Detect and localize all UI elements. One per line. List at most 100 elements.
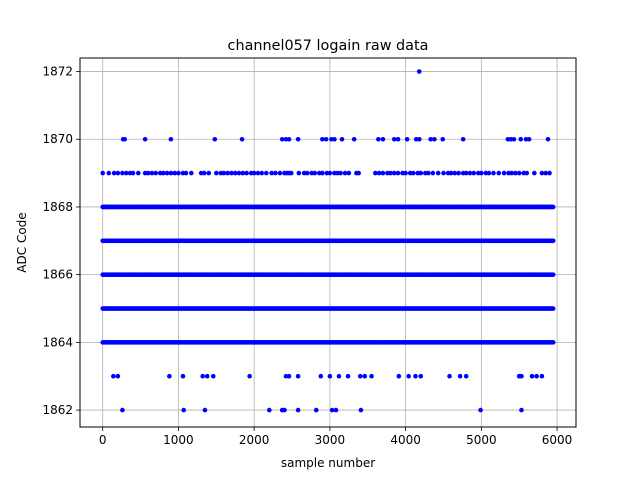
x-tick-label: 5000	[466, 433, 497, 447]
data-point	[513, 170, 518, 176]
data-point	[491, 170, 496, 176]
data-point	[463, 170, 469, 176]
data-point	[189, 170, 194, 176]
data-point	[435, 170, 441, 176]
data-point	[518, 136, 524, 142]
data-point	[221, 170, 227, 176]
data-point	[380, 136, 386, 142]
data-point	[123, 170, 129, 176]
data-point	[214, 170, 219, 176]
data-point	[457, 373, 463, 379]
data-point	[145, 170, 151, 176]
data-point	[244, 170, 249, 176]
data-point	[447, 373, 452, 379]
data-point	[288, 170, 294, 176]
data-point	[526, 136, 532, 142]
data-point	[478, 407, 483, 413]
data-point	[327, 170, 333, 176]
data-point	[550, 272, 556, 277]
data-point	[342, 170, 348, 176]
data-point	[391, 136, 397, 142]
data-point	[296, 170, 302, 176]
data-point	[545, 136, 551, 142]
data-point	[286, 373, 292, 379]
data-point	[320, 170, 325, 176]
data-point	[376, 170, 382, 176]
data-point	[255, 170, 261, 176]
data-point	[295, 136, 301, 142]
data-point	[345, 373, 351, 379]
data-point	[543, 170, 549, 176]
data-point	[539, 373, 545, 379]
data-point	[516, 170, 522, 176]
data-point	[282, 407, 287, 413]
data-point	[460, 136, 466, 142]
y-tick-label: 1872	[42, 65, 73, 79]
data-point	[550, 306, 556, 311]
data-point	[210, 373, 216, 379]
data-point	[200, 373, 205, 379]
data-point	[416, 69, 422, 74]
data-point	[550, 204, 556, 210]
data-point	[333, 407, 339, 413]
data-point	[338, 170, 343, 176]
data-point	[362, 373, 368, 379]
x-tick-label: 6000	[542, 433, 573, 447]
data-point	[404, 136, 410, 142]
data-point	[534, 373, 539, 379]
x-axis-label: sample number	[281, 456, 375, 470]
data-point	[142, 136, 148, 142]
data-point	[463, 373, 469, 379]
data-point	[356, 170, 361, 176]
x-tick-label: 1000	[163, 433, 194, 447]
data-point	[529, 373, 535, 379]
data-point	[168, 170, 174, 176]
data-point	[202, 407, 208, 413]
data-point	[212, 136, 218, 142]
data-point	[286, 136, 292, 142]
chart-title: channel057 logain raw data	[228, 38, 429, 54]
data-point	[351, 136, 357, 142]
data-point	[180, 373, 186, 379]
data-point	[225, 170, 230, 176]
data-points	[100, 69, 556, 413]
data-point	[327, 373, 333, 379]
x-tick-label: 4000	[390, 433, 421, 447]
data-point	[550, 238, 556, 244]
data-point	[251, 170, 257, 176]
data-point	[168, 136, 174, 142]
data-point	[136, 170, 141, 176]
data-point	[183, 170, 189, 176]
data-point	[318, 373, 324, 379]
data-point	[164, 170, 170, 176]
data-point	[106, 170, 112, 176]
data-point	[167, 373, 172, 379]
data-point	[396, 373, 402, 379]
data-point	[426, 170, 431, 176]
data-point	[332, 136, 337, 142]
y-tick-label: 1868	[42, 200, 73, 214]
x-tick-label: 0	[99, 433, 107, 447]
y-tick-label: 1870	[42, 132, 73, 146]
y-tick-label: 1862	[42, 403, 73, 417]
data-point	[501, 170, 507, 176]
data-point	[323, 136, 329, 142]
data-point	[511, 136, 517, 142]
y-axis-label: ADC Code	[15, 212, 29, 272]
data-point	[547, 170, 552, 176]
data-point	[232, 170, 238, 176]
data-point	[111, 373, 116, 379]
data-point	[524, 170, 530, 176]
data-point	[416, 136, 422, 142]
data-point	[130, 170, 136, 176]
data-point	[550, 340, 556, 345]
data-point	[369, 373, 374, 379]
data-point	[456, 170, 461, 176]
data-point	[181, 407, 187, 413]
data-point	[413, 373, 418, 379]
data-point	[376, 136, 381, 142]
data-point	[172, 170, 177, 176]
data-point	[153, 170, 159, 176]
data-point	[263, 170, 269, 176]
data-point	[236, 170, 242, 176]
